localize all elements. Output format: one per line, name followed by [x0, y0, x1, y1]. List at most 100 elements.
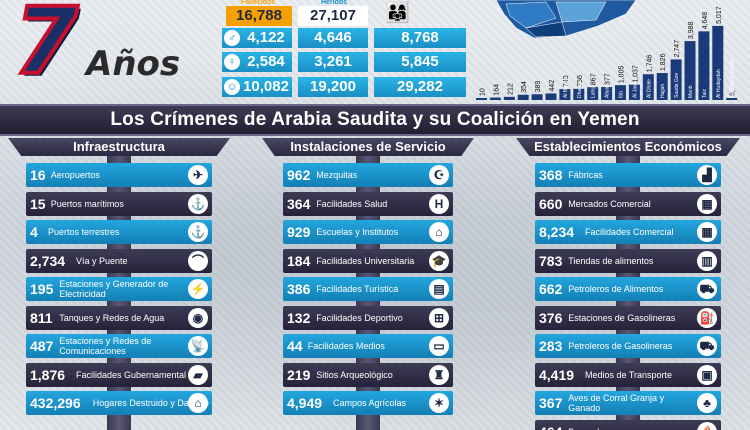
item-count: 929 [287, 224, 311, 240]
government-building-icon: ▰ [188, 364, 208, 385]
list-item: 1,876 Facilidades Gubernamental ▰ [26, 362, 212, 387]
years-badge: 7 Años [0, 0, 220, 100]
years-word: Años [86, 44, 181, 84]
governorate-name-label: Lahij [591, 87, 597, 98]
governorate-bar [587, 87, 599, 100]
list-item: 783 Tiendas de alimentos ▥ [535, 248, 721, 273]
governorate-bar [489, 97, 501, 100]
item-count: 464 [535, 420, 562, 430]
item-count: 487 [30, 338, 54, 354]
item-label: Petroleros de Gasolineras [568, 341, 673, 351]
item-count: 811 [30, 309, 53, 326]
item-label: Hogares Destruido y Dañado [92, 398, 209, 408]
governorate-bar [670, 59, 682, 100]
governorate-value-label: 6, [730, 90, 737, 96]
list-item: 219 Sitios Arqueológico ♜ [283, 362, 453, 387]
governorate-name-label: Ibb [619, 91, 625, 98]
tourism-icon: ▤ [429, 279, 449, 299]
female-injured-value: 3,261 [298, 52, 368, 72]
governorate-value-label: 756 [577, 75, 584, 87]
item-count: 283 [539, 338, 563, 354]
female-icon: ♀ [224, 54, 240, 70]
governorate-name-label: Al Dhale [646, 79, 652, 98]
item-label: Puertos terrestres [48, 227, 120, 237]
item-label: Facilidades Deportivo [316, 312, 403, 323]
item-label: Puertos marítimos [50, 198, 124, 209]
item-count: 16 [30, 167, 46, 183]
house-icon: ⌂ [188, 393, 208, 413]
governorate-bar [559, 89, 571, 100]
governorate-bar [531, 94, 543, 100]
governorate-name-label: Abyan [605, 84, 611, 98]
fishing-boat-icon: ⛵ [697, 421, 717, 430]
item-label: Mercados Comercial [568, 198, 651, 209]
list-item: 368 Fábricas ▟ [535, 163, 721, 187]
governorate-name-label: Taiz [702, 89, 708, 98]
list-item: 386 Facilidades Turística ▤ [283, 277, 453, 301]
hospital-icon: H [429, 193, 449, 214]
governorate-value-label: 1,005 [619, 66, 626, 84]
list-item: 464 Barco de pesca ⛵ [535, 419, 721, 430]
governorate-bar [517, 94, 529, 100]
list-item: 16 Aeropuertos ✈ [26, 163, 212, 187]
child-total-value: 29,282 [374, 77, 466, 97]
injured-column-header: Heridos [320, 0, 348, 6]
governorate-name-label: Al Hudaydah [716, 69, 722, 98]
power-tower-icon: ⚡ [188, 279, 208, 299]
item-count: 376 [539, 309, 563, 326]
bus-icon: ▣ [697, 364, 717, 385]
governorate-bar [545, 93, 557, 100]
page-title: Los Crímenes de Arabia Saudita y su Coal… [110, 109, 640, 130]
male-injured-value: 4,646 [298, 28, 368, 48]
item-label: Medios de Transporte [585, 369, 673, 380]
governorate-value-label: 212 [507, 83, 514, 95]
governorate-bar [684, 41, 696, 100]
child-dead-value: ☺ 10,082 [222, 77, 292, 97]
yemen-map [495, 0, 637, 39]
item-label: Fábricas [568, 170, 603, 180]
item-count: 386 [287, 281, 311, 297]
anchor-icon: ⚓ [188, 193, 208, 214]
item-label: Aeropuertos [50, 170, 100, 180]
item-label: Sitios Arqueológico [316, 369, 393, 380]
dead-column-header: Fallecidos [240, 0, 276, 6]
item-label: Facilidades Medios [307, 341, 385, 351]
list-item: 962 Mezquitas ☪ [283, 163, 453, 187]
item-count: 219 [287, 366, 311, 383]
item-count: 432,296 [30, 395, 81, 411]
governorate-value-label: 2,747 [674, 40, 681, 58]
item-label: Aves de Corral Granja y Ganado [568, 393, 665, 413]
fuel-pump-icon: ⛽ [697, 307, 717, 328]
list-item: 660 Mercados Comercial ▦ [535, 191, 721, 216]
governorate-value-label: 164 [493, 84, 500, 96]
title-banner: Los Crímenes de Arabia Saudita y su Coal… [0, 104, 750, 136]
governorate-bar [615, 85, 626, 100]
governorate-bar [726, 98, 738, 100]
wheat-icon: ✶ [429, 393, 449, 413]
list-item: 662 Petroleros de Alimentos ⛟ [535, 277, 721, 301]
item-label: Facilidades Salud [316, 198, 388, 209]
item-count: 44 [287, 338, 303, 354]
years-number: 7 [12, 0, 80, 95]
governorate-value-label: 1,037 [632, 65, 639, 83]
governorate-bar [503, 96, 515, 100]
item-label: Mezquitas [316, 170, 358, 180]
item-label: Escuelas y Institutos [316, 227, 399, 237]
governorate-value-label: 740 [563, 75, 570, 87]
item-label: Tiendas de alimentos [568, 255, 654, 266]
item-count: 367 [539, 395, 563, 411]
bridge-icon: ⌒ [188, 250, 208, 271]
mosque-icon: ☪ [429, 165, 449, 185]
family-icon: 👨‍👩‍👧 [385, 2, 410, 24]
total-dead-value: 16,788 [226, 6, 292, 26]
governorate-value-label: 877 [605, 73, 612, 85]
governorate-name-label: Hajjah [660, 84, 666, 98]
grocery-icon: ▥ [697, 250, 717, 271]
sports-field-icon: ⊞ [429, 307, 449, 328]
item-count: 2,734 [30, 252, 66, 269]
list-item: 283 Petroleros de Gasolineras ⛟ [535, 334, 721, 358]
list-item: 367 Aves de Corral Granja y Ganado ♣ [535, 391, 721, 415]
item-count: 783 [539, 252, 563, 269]
factory-icon: ▟ [697, 165, 717, 185]
governorate-value-label: 1,826 [660, 53, 667, 71]
